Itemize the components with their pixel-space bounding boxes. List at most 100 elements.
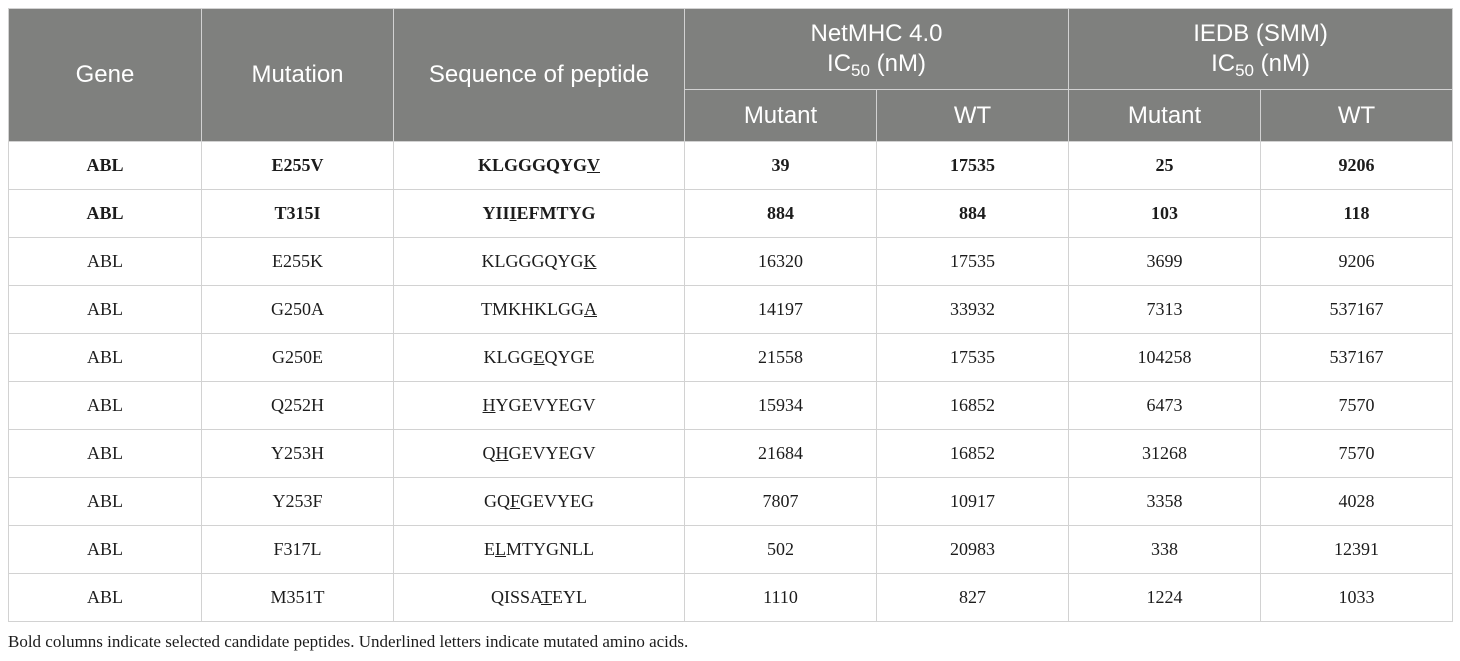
cell-iedb-mutant: 7313 bbox=[1068, 285, 1262, 334]
peptide-binding-table: Gene Mutation Sequence of peptide NetMHC… bbox=[8, 8, 1454, 622]
sequence-part: YII bbox=[482, 203, 510, 223]
cell-sequence: QHGEVYEGV bbox=[393, 429, 685, 478]
cell-iedb-mutant: 25 bbox=[1068, 141, 1262, 190]
cell-sequence: TMKHKLGGA bbox=[393, 285, 685, 334]
mutated-residue: E bbox=[533, 347, 545, 367]
table-row: ABL F317L ELMTYGNLL 502 20983 338 12391 bbox=[8, 525, 1454, 574]
mutated-residue: K bbox=[583, 251, 597, 271]
cell-iedb-wt: 537167 bbox=[1260, 333, 1454, 382]
cell-gene: ABL bbox=[8, 285, 202, 334]
sequence-part: KLGG bbox=[483, 347, 534, 367]
cell-netmhc-wt: 33932 bbox=[875, 285, 1070, 334]
cell-iedb-wt: 12391 bbox=[1260, 525, 1454, 574]
table-row: ABL T315I YIIIEFMTYG 884 884 103 118 bbox=[8, 189, 1454, 238]
cell-gene: ABL bbox=[8, 333, 202, 382]
sequence-part: E bbox=[484, 539, 495, 559]
sequence-part: QYGE bbox=[544, 347, 595, 367]
cell-mutation: E255V bbox=[201, 141, 394, 190]
cell-iedb-wt: 1033 bbox=[1260, 573, 1454, 622]
cell-mutation: E255K bbox=[201, 237, 394, 286]
table-container: Gene Mutation Sequence of peptide NetMHC… bbox=[8, 8, 1454, 622]
mutated-residue: F bbox=[509, 491, 520, 511]
cell-iedb-mutant: 103 bbox=[1068, 189, 1262, 238]
sequence-part: YGEVYEGV bbox=[495, 395, 596, 415]
header-mutation: Mutation bbox=[201, 8, 394, 142]
mutated-residue: T bbox=[541, 587, 553, 607]
iedb-ic-sub: 50 bbox=[1235, 61, 1254, 80]
sequence-part: GEVYEG bbox=[520, 491, 594, 511]
cell-mutation: M351T bbox=[201, 573, 394, 622]
cell-iedb-wt: 118 bbox=[1260, 189, 1454, 238]
netmhc-ic-prefix: IC bbox=[827, 50, 852, 77]
cell-gene: ABL bbox=[8, 381, 202, 430]
table-row: ABL G250E KLGGEQYGE 21558 17535 104258 537167 bbox=[8, 333, 1454, 382]
mutated-residue: H bbox=[495, 443, 509, 463]
cell-iedb-wt: 9206 bbox=[1260, 141, 1454, 190]
mutated-residue: L bbox=[495, 539, 506, 559]
mutated-residue: A bbox=[584, 299, 597, 319]
header-netmhc-wt: WT bbox=[875, 89, 1070, 142]
cell-netmhc-mutant: 1110 bbox=[684, 573, 877, 622]
iedb-title: IEDB (SMM) bbox=[1193, 20, 1328, 47]
cell-netmhc-mutant: 21558 bbox=[684, 333, 877, 382]
header-iedb-mutant: Mutant bbox=[1068, 89, 1262, 142]
cell-netmhc-wt: 20983 bbox=[875, 525, 1070, 574]
cell-netmhc-wt: 16852 bbox=[875, 429, 1070, 478]
cell-sequence: KLGGGQYGV bbox=[393, 141, 685, 190]
header-netmhc: NetMHC 4.0 IC50 (nM) bbox=[683, 8, 1070, 90]
cell-mutation: G250A bbox=[201, 285, 394, 334]
header-gene: Gene bbox=[8, 8, 202, 142]
cell-netmhc-mutant: 15934 bbox=[684, 381, 877, 430]
sequence-part: MTYGNLL bbox=[506, 539, 594, 559]
cell-gene: ABL bbox=[8, 237, 202, 286]
cell-sequence: GQFGEVYEG bbox=[393, 477, 685, 526]
header-sequence: Sequence of peptide bbox=[393, 8, 685, 142]
cell-iedb-wt: 7570 bbox=[1260, 429, 1454, 478]
cell-iedb-mutant: 3358 bbox=[1068, 477, 1262, 526]
sequence-part: KLGGGQYG bbox=[477, 155, 587, 175]
netmhc-title: NetMHC 4.0 bbox=[810, 20, 943, 47]
sequence-part: GEVYEGV bbox=[508, 443, 596, 463]
cell-iedb-mutant: 3699 bbox=[1068, 237, 1262, 286]
cell-iedb-mutant: 6473 bbox=[1068, 381, 1262, 430]
cell-netmhc-mutant: 502 bbox=[684, 525, 877, 574]
cell-iedb-mutant: 338 bbox=[1068, 525, 1262, 574]
header-netmhc-mutant: Mutant bbox=[684, 89, 877, 142]
table-header: Gene Mutation Sequence of peptide NetMHC… bbox=[8, 8, 1454, 142]
iedb-ic-prefix: IC bbox=[1211, 50, 1236, 77]
cell-sequence: ELMTYGNLL bbox=[393, 525, 685, 574]
cell-netmhc-wt: 827 bbox=[875, 573, 1070, 622]
header-iedb-wt: WT bbox=[1260, 89, 1454, 142]
table-row: ABL E255K KLGGGQYGK 16320 17535 3699 9206 bbox=[8, 237, 1454, 286]
cell-mutation: F317L bbox=[201, 525, 394, 574]
cell-netmhc-wt: 17535 bbox=[875, 237, 1070, 286]
sequence-part: EYL bbox=[552, 587, 588, 607]
cell-netmhc-wt: 10917 bbox=[875, 477, 1070, 526]
cell-gene: ABL bbox=[8, 189, 202, 238]
cell-mutation: Y253F bbox=[201, 477, 394, 526]
cell-sequence: KLGGEQYGE bbox=[393, 333, 685, 382]
table-row: ABL E255V KLGGGQYGV 39 17535 25 9206 bbox=[8, 141, 1454, 190]
mutated-residue: H bbox=[482, 395, 496, 415]
cell-sequence: YIIIEFMTYG bbox=[393, 189, 685, 238]
mutated-residue: V bbox=[587, 155, 600, 175]
iedb-ic-suffix: (nM) bbox=[1253, 50, 1310, 77]
mutated-residue: I bbox=[509, 203, 517, 223]
cell-sequence: HYGEVYEGV bbox=[393, 381, 685, 430]
cell-iedb-mutant: 104258 bbox=[1068, 333, 1262, 382]
cell-netmhc-mutant: 16320 bbox=[684, 237, 877, 286]
cell-gene: ABL bbox=[8, 477, 202, 526]
sequence-part: GQ bbox=[483, 491, 510, 511]
cell-mutation: Q252H bbox=[201, 381, 394, 430]
cell-netmhc-wt: 16852 bbox=[875, 381, 1070, 430]
cell-gene: ABL bbox=[8, 429, 202, 478]
header-iedb: IEDB (SMM) IC50 (nM) bbox=[1068, 8, 1454, 90]
cell-gene: ABL bbox=[8, 573, 202, 622]
cell-netmhc-wt: 17535 bbox=[875, 141, 1070, 190]
cell-netmhc-mutant: 7807 bbox=[684, 477, 877, 526]
sequence-part: TMKHKLGG bbox=[481, 299, 584, 319]
table-row: ABL Q252H HYGEVYEGV 15934 16852 6473 7570 bbox=[8, 381, 1454, 430]
cell-iedb-wt: 537167 bbox=[1260, 285, 1454, 334]
table-row: ABL Y253F GQFGEVYEG 7807 10917 3358 4028 bbox=[8, 477, 1454, 526]
table-footnote: Bold columns indicate selected candidate… bbox=[8, 632, 689, 651]
